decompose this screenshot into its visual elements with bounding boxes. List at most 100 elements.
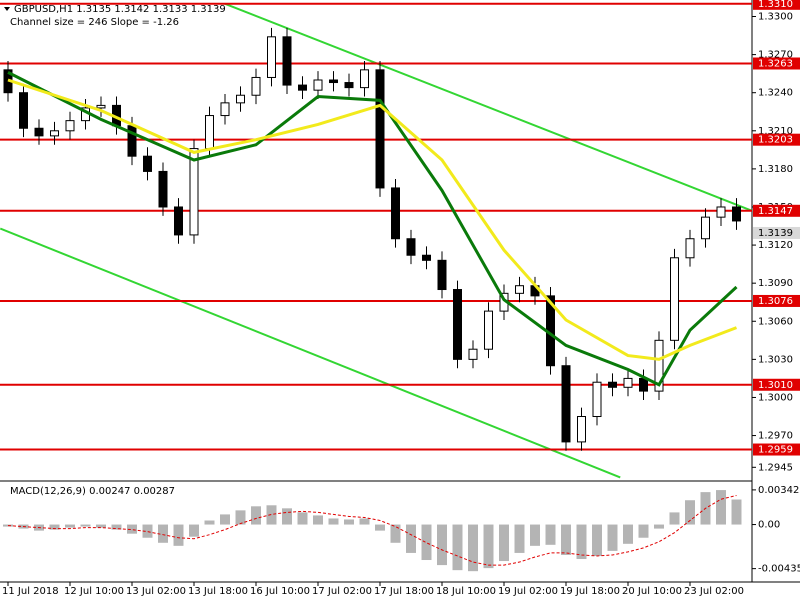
level-label-box [753, 204, 800, 217]
level-label: 1.3310 [758, 0, 793, 10]
macd-bar [716, 490, 726, 525]
macd-bar [468, 524, 478, 572]
y-tick-label: 1.3060 [758, 316, 793, 327]
macd-bar [204, 520, 215, 525]
macd-bar [530, 524, 540, 546]
level-label: 1.3203 [758, 135, 793, 146]
candle-body [205, 115, 214, 150]
macd-bar [421, 524, 432, 561]
macd-bar [607, 524, 618, 551]
trend-line [0, 227, 621, 479]
candle-body [267, 36, 276, 78]
y-tick-label: 1.3240 [758, 88, 793, 99]
level-label: 1.3147 [758, 206, 793, 217]
macd-bar [623, 524, 633, 544]
x-tick-label: 23 Jul 02:00 [684, 586, 744, 597]
candle-body [670, 257, 679, 341]
level-label: 1.3010 [758, 380, 793, 391]
macd-bar [638, 524, 649, 538]
level-label-box [753, 0, 800, 10]
candle-body [329, 79, 338, 84]
x-tick-label: 19 Jul 02:00 [498, 586, 558, 597]
candle-body [220, 102, 230, 117]
candle-body [236, 94, 245, 104]
y-tick-label: 1.2945 [758, 462, 793, 473]
macd-bar [731, 499, 742, 525]
macd-bar [592, 524, 602, 556]
macd-bar [561, 524, 571, 555]
signal-line [7, 494, 737, 566]
x-tick-label: 17 Jul 02:00 [312, 586, 372, 597]
level-label-box [753, 133, 800, 146]
macd-bar [80, 524, 91, 527]
candle-body [453, 289, 462, 360]
macd-bar [669, 512, 680, 525]
candle-body [174, 206, 183, 236]
chart-subtitle: Channel size = 246 Slope = -1.26 [10, 17, 179, 28]
candle-body [561, 365, 571, 443]
level-label: 1.2959 [758, 445, 793, 456]
macd-bar [390, 524, 401, 543]
macd-bar [266, 505, 277, 525]
y-tick-label: 1.3030 [758, 354, 793, 365]
macd-bar [96, 524, 106, 528]
x-tick-label: 13 Jul 18:00 [188, 586, 248, 597]
macd-bar [127, 524, 137, 534]
chart-header: GBPUSD,H1 1.3135 1.3142 1.3133 1.3139 [14, 4, 226, 15]
menu-triangle [4, 7, 10, 11]
candle-body [422, 254, 431, 261]
last-price-label: 1.3139 [758, 228, 793, 239]
macd-bar [158, 524, 168, 543]
macd-bar [49, 524, 60, 530]
macd-bar [220, 514, 230, 525]
x-tick-label: 19 Jul 18:00 [560, 586, 620, 597]
macd-bar [189, 524, 199, 537]
candle-body [577, 416, 586, 443]
level-label-box [753, 443, 800, 456]
candle-body [623, 377, 633, 388]
x-tick-label: 11 Jul 2018 [2, 586, 59, 597]
candle-body [391, 187, 400, 240]
candle-body [515, 285, 524, 294]
x-tick-label: 12 Jul 10:00 [64, 586, 124, 597]
macd-bar [111, 524, 122, 530]
x-tick-label: 17 Jul 18:00 [374, 586, 434, 597]
candle-body [608, 381, 617, 388]
candle-body [158, 170, 168, 208]
macd-bar [282, 508, 292, 525]
macd-bar [514, 524, 525, 553]
candle-body [251, 76, 261, 96]
candle-body [344, 82, 354, 89]
candle-body [406, 238, 416, 256]
moving-average [7, 71, 738, 387]
macd-bar [65, 524, 75, 528]
x-tick-label: 20 Jul 10:00 [622, 586, 682, 597]
candle-body [313, 79, 323, 91]
level-label-box [753, 294, 800, 307]
macd-bar [576, 524, 587, 560]
moving-average [7, 78, 738, 361]
candle-body [282, 36, 292, 86]
candle-body [639, 377, 648, 392]
candle-body [143, 155, 152, 172]
trend-line [224, 2, 753, 212]
candle-body [65, 120, 75, 132]
macd-bar [251, 506, 261, 525]
y-tick-label: 1.2970 [758, 431, 793, 442]
candle-body [592, 381, 602, 418]
macd-bar [344, 519, 354, 525]
candle-body [716, 206, 726, 218]
macd-bar [499, 524, 509, 562]
macd-bar [685, 500, 695, 525]
macd-label: MACD(12,26,9) 0.00247 0.00287 [10, 486, 175, 497]
x-tick-label: 13 Jul 02:00 [126, 586, 186, 597]
macd-bar [654, 524, 664, 529]
macd-bar [483, 524, 494, 569]
y-tick-label: 0.00 [758, 520, 780, 531]
y-tick-label: 1.3180 [758, 164, 793, 175]
candle-body [701, 216, 710, 240]
y-tick-label: 1.3300 [758, 12, 793, 23]
macd-bar [437, 524, 447, 566]
candle-body [360, 69, 369, 89]
level-label: 1.3076 [758, 296, 793, 307]
